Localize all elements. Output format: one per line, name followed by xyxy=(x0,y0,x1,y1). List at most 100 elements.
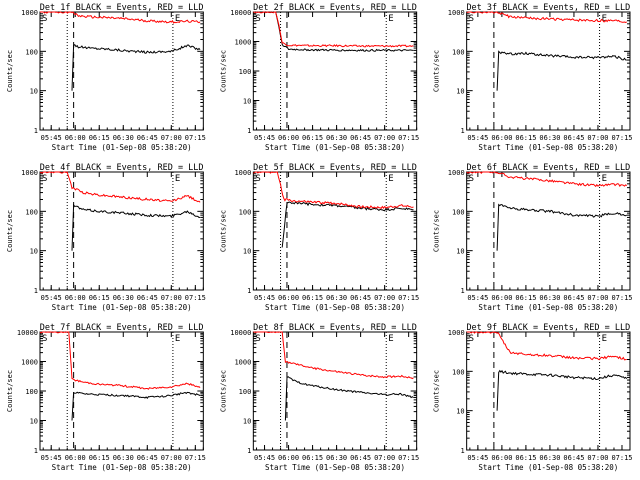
y-tick-label: 100 xyxy=(452,48,465,56)
y-tick-label: 100 xyxy=(239,208,252,216)
y-axis-label: Counts/sec xyxy=(219,210,227,252)
y-tick-label: 100 xyxy=(25,48,38,56)
x-tick-label: 07:15 xyxy=(398,454,419,462)
x-tick-label: 06:30 xyxy=(113,454,134,462)
x-tick-label: 05:45 xyxy=(254,454,275,462)
x-tick-label: 07:15 xyxy=(611,294,632,302)
x-tick-label: 07:00 xyxy=(161,134,182,142)
x-tick-label: 05:45 xyxy=(41,294,62,302)
y-tick-label: 1000 xyxy=(448,329,465,337)
x-tick-label: 06:00 xyxy=(278,454,299,462)
y-tick-label: 1 xyxy=(247,447,251,455)
x-tick-label: 06:30 xyxy=(539,134,560,142)
x-tick-label: 06:00 xyxy=(491,294,512,302)
plot-frame xyxy=(466,171,631,291)
y-axis-label: Counts/sec xyxy=(433,370,441,412)
chart-panel-4: Det 4f BLACK = Events, RED = LLD 1 10 100 10… xyxy=(6,163,206,312)
start-mark: S xyxy=(42,14,47,24)
y-tick-label: 1 xyxy=(247,287,251,295)
x-axis-label: Start Time (01-Sep-08 05:38:20) xyxy=(52,303,192,312)
chart-title: Det 5f BLACK = Events, RED = LLD xyxy=(253,163,417,173)
chart-title: Det 1f BLACK = Events, RED = LLD xyxy=(40,3,204,13)
start-mark: S xyxy=(42,334,47,344)
end-mark: E xyxy=(175,334,180,344)
events-series-line xyxy=(71,44,201,91)
x-axis-label: Start Time (01-Sep-08 05:38:20) xyxy=(265,143,405,152)
events-series-line xyxy=(496,203,628,251)
x-tick-label: 06:30 xyxy=(326,134,347,142)
plot-frame xyxy=(39,331,204,451)
lld-series-line xyxy=(466,11,628,24)
x-tick-label: 06:30 xyxy=(113,294,134,302)
lld-series-line xyxy=(39,331,201,390)
chart-panel-9: Det 9f BLACK = Events, RED = LLD 1 10 100 10… xyxy=(433,323,633,472)
x-tick-label: 06:45 xyxy=(563,134,584,142)
y-axis-label: Counts/sec xyxy=(6,370,14,412)
x-axis-label: Start Time (01-Sep-08 05:38:20) xyxy=(478,463,618,472)
y-axis-label: Counts/sec xyxy=(219,50,227,92)
x-tick-label: 06:30 xyxy=(539,454,560,462)
start-mark: S xyxy=(469,334,474,344)
y-tick-label: 1 xyxy=(34,287,38,295)
y-tick-label: 1 xyxy=(34,127,38,135)
x-tick-label: 06:45 xyxy=(350,454,371,462)
y-tick-label: 1 xyxy=(34,447,38,455)
x-tick-label: 07:00 xyxy=(374,134,395,142)
events-series-line xyxy=(71,391,201,421)
x-tick-label: 07:15 xyxy=(398,294,419,302)
y-tick-label: 1000 xyxy=(448,9,465,17)
x-tick-label: 05:45 xyxy=(467,454,488,462)
y-tick-label: 1 xyxy=(460,127,464,135)
x-tick-label: 06:00 xyxy=(65,134,86,142)
y-tick-label: 1000 xyxy=(234,169,251,177)
start-mark: S xyxy=(469,174,474,184)
x-tick-label: 06:30 xyxy=(326,294,347,302)
x-tick-label: 07:15 xyxy=(185,454,206,462)
y-tick-label: 1 xyxy=(460,287,464,295)
x-tick-label: 06:15 xyxy=(302,134,323,142)
y-tick-label: 10 xyxy=(456,408,464,416)
chart-panel-6: Det 6f BLACK = Events, RED = LLD 1 10 100 10… xyxy=(433,163,633,312)
start-mark: S xyxy=(42,174,47,184)
x-tick-label: 07:00 xyxy=(374,294,395,302)
lld-series-line xyxy=(253,11,414,48)
x-tick-label: 07:15 xyxy=(611,134,632,142)
x-tick-label: 07:15 xyxy=(611,454,632,462)
x-tick-label: 06:15 xyxy=(515,294,536,302)
lld-series-line xyxy=(39,171,201,203)
x-tick-label: 06:45 xyxy=(137,134,158,142)
y-tick-label: 10 xyxy=(30,88,38,96)
x-tick-label: 06:00 xyxy=(65,454,86,462)
x-axis-label: Start Time (01-Sep-08 05:38:20) xyxy=(52,463,192,472)
x-tick-label: 06:45 xyxy=(350,294,371,302)
x-tick-label: 06:00 xyxy=(491,134,512,142)
x-tick-label: 06:15 xyxy=(515,134,536,142)
y-tick-label: 10 xyxy=(243,418,251,426)
x-tick-label: 07:15 xyxy=(185,134,206,142)
plot-frame xyxy=(252,171,418,291)
y-tick-label: 100 xyxy=(25,388,38,396)
start-mark: S xyxy=(469,14,474,24)
x-tick-label: 06:30 xyxy=(539,294,560,302)
y-axis-label: Counts/sec xyxy=(219,370,227,412)
x-tick-label: 06:15 xyxy=(89,134,110,142)
x-tick-label: 07:00 xyxy=(161,454,182,462)
chart-panel-8: Det 8f BLACK = Events, RED = LLD 1 10 100 10… xyxy=(219,323,419,472)
x-tick-label: 07:00 xyxy=(374,454,395,462)
y-tick-label: 100 xyxy=(239,68,252,76)
x-tick-label: 05:45 xyxy=(41,454,62,462)
y-tick-label: 1000 xyxy=(21,359,38,367)
y-tick-label: 10000 xyxy=(17,329,38,337)
plot-frame xyxy=(466,11,631,131)
plot-frame xyxy=(466,331,631,451)
chart-title: Det 8f BLACK = Events, RED = LLD xyxy=(253,323,417,333)
y-tick-label: 10 xyxy=(30,248,38,256)
start-mark: S xyxy=(255,174,260,184)
x-tick-label: 05:45 xyxy=(254,134,275,142)
x-tick-label: 07:15 xyxy=(185,294,206,302)
end-mark: E xyxy=(602,174,607,184)
chart-title: Det 7f BLACK = Events, RED = LLD xyxy=(40,323,204,333)
end-mark: E xyxy=(602,14,607,24)
y-tick-label: 100 xyxy=(452,368,465,376)
y-tick-label: 100 xyxy=(25,208,38,216)
